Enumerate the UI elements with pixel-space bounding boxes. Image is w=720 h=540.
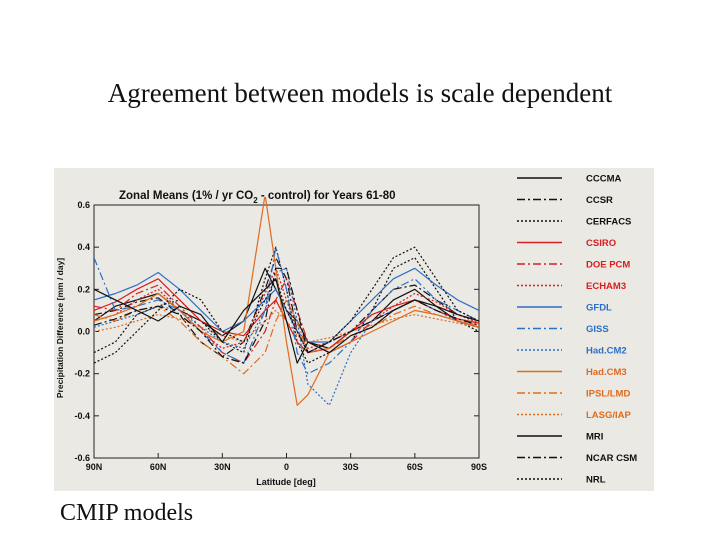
- x-tick-label: 90S: [471, 462, 487, 472]
- legend-label: CCCMA: [586, 174, 621, 185]
- legend-label: GISS: [586, 324, 609, 335]
- legend-label: ECHAM3: [586, 281, 626, 292]
- legend-label: CERFACS: [586, 217, 631, 228]
- legend-label: NRL: [586, 475, 606, 486]
- y-tick-label: 0.2: [77, 284, 90, 294]
- slide-title: Agreement between models is scale depend…: [107, 78, 613, 108]
- x-tick-label: 0: [284, 462, 289, 472]
- y-tick-label: -0.4: [74, 411, 90, 421]
- x-tick-label: 90N: [86, 462, 103, 472]
- plot-frame: [93, 204, 480, 459]
- y-axis-label: Precipitation Difference [mm / day]: [55, 258, 65, 398]
- legend-label: DOE PCM: [586, 260, 630, 271]
- x-tick-label: 60S: [407, 462, 423, 472]
- legend-label: CCSR: [586, 195, 613, 206]
- chart-figure: 0.6 0.4 0.2 0.0 -0.2 -0.4 -0.6 90N 60N 30N 0 30S 60S…: [54, 168, 654, 491]
- y-tick-label: -0.2: [74, 369, 90, 379]
- slide-caption: CMIP models: [60, 500, 194, 526]
- y-tick-label: -0.6: [74, 453, 90, 463]
- legend-label: GFDL: [586, 303, 612, 314]
- legend-label: NCAR CSM: [586, 453, 637, 464]
- series-line-lasg-iap: [94, 309, 479, 343]
- legend-label: Had.CM3: [586, 367, 627, 378]
- y-tick-label: 0.4: [77, 242, 90, 252]
- x-tick-label: 60N: [150, 462, 167, 472]
- chart-title: Zonal Means (1% / yr CO2 - control) for …: [119, 190, 396, 205]
- y-tick-label: 0.6: [77, 200, 90, 210]
- chart-title-rest: - control) for Years 61-80: [258, 190, 396, 202]
- legend-label: MRI: [586, 432, 603, 443]
- legend-label: IPSL/LMD: [586, 389, 630, 400]
- legend-label: CSIRO: [586, 238, 616, 249]
- x-axis-label: Latitude [deg]: [256, 477, 316, 487]
- series-line-nrl: [94, 246, 479, 364]
- series-line-ipsl-lmd: [94, 299, 479, 375]
- chart-title-main: Zonal Means (1% / yr CO: [119, 190, 253, 202]
- series-line-cerfacs: [94, 246, 479, 364]
- x-tick-label: 30N: [214, 462, 231, 472]
- series-line-had-cm3: [94, 197, 479, 406]
- x-tick-label: 30S: [343, 462, 359, 472]
- legend-label: Had.CM2: [586, 346, 627, 357]
- series-line-echam3: [94, 267, 479, 349]
- y-tick-label: 0.0: [77, 327, 90, 337]
- series-line-ncar-csm: [94, 267, 479, 364]
- legend-label: LASG/IAP: [586, 410, 632, 421]
- chart-title-subscript: 2: [253, 196, 258, 205]
